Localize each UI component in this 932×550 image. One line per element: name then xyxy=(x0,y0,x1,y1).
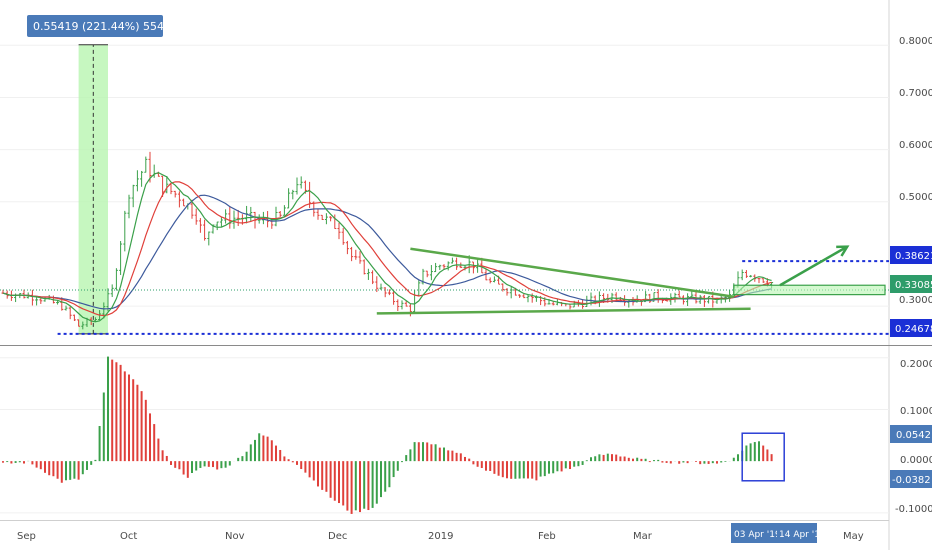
svg-text:0.55419 (221.44%) 55419: 0.55419 (221.44%) 55419 xyxy=(33,20,178,33)
osc-badge-negative: -0.0382 xyxy=(890,470,932,488)
moving-average-line xyxy=(2,171,772,323)
svg-text:0.33085: 0.33085 xyxy=(895,280,932,291)
time-tick: Feb xyxy=(538,531,556,542)
oscillator-highlight-box xyxy=(741,432,785,482)
osc-tick: 0.1000 xyxy=(900,406,932,417)
time-tick: May xyxy=(843,531,864,542)
svg-text:0.38621: 0.38621 xyxy=(895,251,932,262)
osc-badge-positive: 0.0542 xyxy=(890,425,932,443)
time-tick: 2019 xyxy=(428,531,453,542)
oscillator-pane[interactable] xyxy=(0,356,889,514)
moving-average-line xyxy=(2,181,772,317)
time-tick: Oct xyxy=(120,531,137,542)
triangle-upper-line xyxy=(410,247,734,298)
time-tick: Dec xyxy=(328,531,347,542)
svg-text:0.0542: 0.0542 xyxy=(896,430,931,441)
svg-text:14 Apr '19: 14 Apr '19 xyxy=(779,530,826,540)
measure-label: 0.55419 (221.44%) 55419 xyxy=(27,15,178,37)
svg-text:03 Apr '19: 03 Apr '19 xyxy=(734,530,781,540)
breakout-box xyxy=(733,284,886,296)
date-badge-start: 03 Apr '19 xyxy=(731,523,781,543)
time-axis: Sep Oct Nov Dec 2019 Feb Mar May xyxy=(17,531,864,542)
time-tick: Nov xyxy=(225,531,245,542)
price-badge-resistance: 0.38621 xyxy=(890,246,932,264)
osc-tick: 0.2000 xyxy=(900,359,932,370)
breakout-arrow-shaft xyxy=(779,245,848,287)
price-pane[interactable] xyxy=(0,44,889,335)
oscillator-axis: 0.2000 0.1000 0.0000 -0.1000 xyxy=(895,359,932,515)
osc-tick: -0.1000 xyxy=(895,504,932,515)
price-badge-support: 0.24678 xyxy=(890,319,932,337)
time-tick: Sep xyxy=(17,531,36,542)
breakout-arrow-head xyxy=(836,245,850,257)
triangle-lower-line xyxy=(376,307,751,315)
price-badge-current: 0.33085 xyxy=(890,275,932,293)
date-badge-end: 14 Apr '19 xyxy=(777,523,826,543)
svg-text:-0.0382: -0.0382 xyxy=(892,475,931,486)
svg-text:0.24678: 0.24678 xyxy=(895,324,932,335)
time-tick: Mar xyxy=(633,531,653,542)
osc-tick: 0.0000 xyxy=(900,455,932,466)
